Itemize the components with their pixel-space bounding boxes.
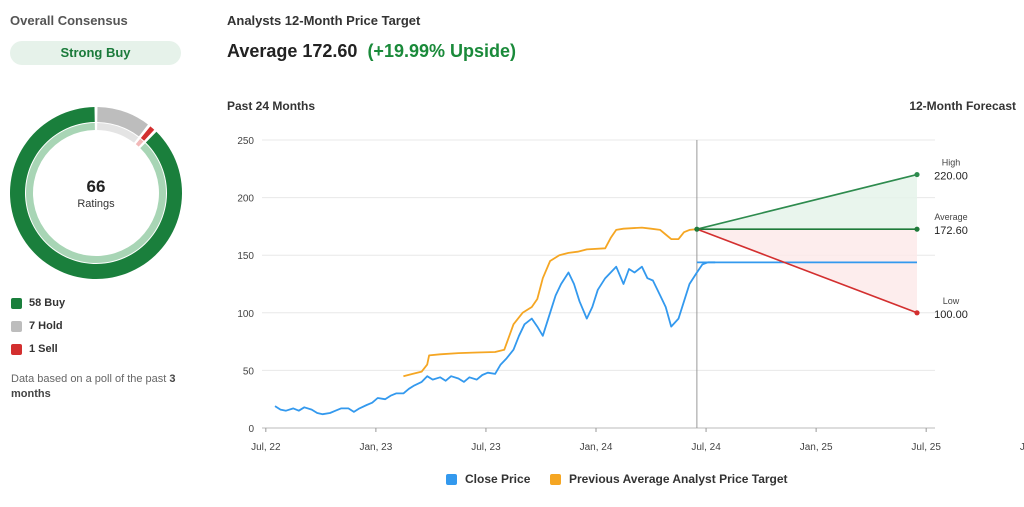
y-tick-label: 150 (237, 251, 254, 262)
forecast-start-point (694, 226, 700, 232)
y-tick-label: 50 (243, 366, 255, 377)
donut-segment-hold (97, 107, 148, 137)
x-tick-label: Jan, 23 (359, 442, 392, 453)
close-price-label: Close Price (465, 472, 531, 486)
past-period-label: Past 24 Months (227, 99, 316, 113)
close-price-line (274, 261, 716, 416)
forecast-high-label: High (942, 158, 961, 168)
forecast-high-line (696, 173, 918, 230)
upside-value: (+19.99% Upside) (367, 41, 516, 61)
forecast-high-point (914, 171, 920, 178)
donut-segment-sell (140, 126, 155, 141)
ratings-label: Ratings (77, 197, 115, 210)
forecast-average-point (914, 226, 920, 232)
previous-target-line (403, 226, 697, 378)
x-tick-label: Jul, 23 (471, 442, 501, 453)
buy-swatch (11, 297, 22, 309)
y-tick-label: 200 (237, 194, 254, 205)
consensus-rating-badge: Strong Buy (10, 41, 181, 65)
hold-swatch (11, 320, 22, 332)
close-price-swatch (446, 473, 457, 485)
legend-sell: 1 Sell (11, 342, 58, 356)
previous-target-label: Previous Average Analyst Price Target (569, 472, 788, 486)
x-tick-label: Jul, 22 (251, 442, 281, 453)
poll-note-prefix: Data based on a poll of the past (11, 373, 170, 385)
ratings-count: 66 (86, 176, 106, 196)
donut-segment-hold-inner (97, 123, 139, 143)
forecast-period-label: 12-Month Forecast (909, 99, 1016, 113)
legend-close-price: Close Price (446, 472, 530, 486)
consensus-panel: Overall Consensus Strong Buy 66 Ratings … (0, 0, 195, 507)
forecast-low-point (914, 310, 920, 316)
previous-target-swatch (550, 473, 561, 485)
donut-segment-sell-inner (135, 138, 144, 147)
legend-buy: 58 Buy (11, 296, 65, 310)
donut-center: 66 Ratings (10, 107, 182, 279)
poll-note-period: 3 months (11, 373, 176, 400)
sell-swatch (11, 343, 22, 355)
legend-previous-target: Previous Average Analyst Price Target (550, 472, 788, 486)
x-tick-label: Jan, 24 (580, 442, 613, 453)
buy-label: 58 Buy (29, 297, 66, 309)
forecast-low-label: Low (943, 296, 960, 306)
x-tick-label: Jan, 25 (800, 442, 833, 453)
sell-label: 1 Sell (29, 343, 58, 355)
legend-hold: 7 Hold (11, 319, 63, 333)
hold-label: 7 Hold (29, 320, 63, 332)
forecast-high-value: 220.00 (934, 171, 968, 183)
forecast-low-value: 100.00 (934, 309, 968, 321)
forecast-average-value: 172.60 (934, 225, 968, 237)
x-tick-label: Jul, 25 (911, 442, 941, 453)
y-tick-label: 0 (248, 424, 254, 435)
ratings-donut (10, 107, 182, 279)
forecast-average-label: Average (934, 212, 967, 222)
average-value: Average 172.60 (227, 41, 358, 61)
average-target: Average 172.60 (+19.99% Upside) (227, 41, 516, 62)
consensus-title: Overall Consensus (10, 13, 128, 28)
forecast-low-line (696, 228, 918, 314)
price-target-title: Analysts 12-Month Price Target (227, 13, 421, 28)
y-tick-label: 100 (237, 309, 254, 320)
poll-note: Data based on a poll of the past 3 month… (11, 372, 181, 402)
x-tick-label: Jan, 26 (1020, 442, 1024, 453)
y-tick-label: 250 (237, 136, 254, 147)
x-tick-label: Jul, 24 (691, 442, 721, 453)
